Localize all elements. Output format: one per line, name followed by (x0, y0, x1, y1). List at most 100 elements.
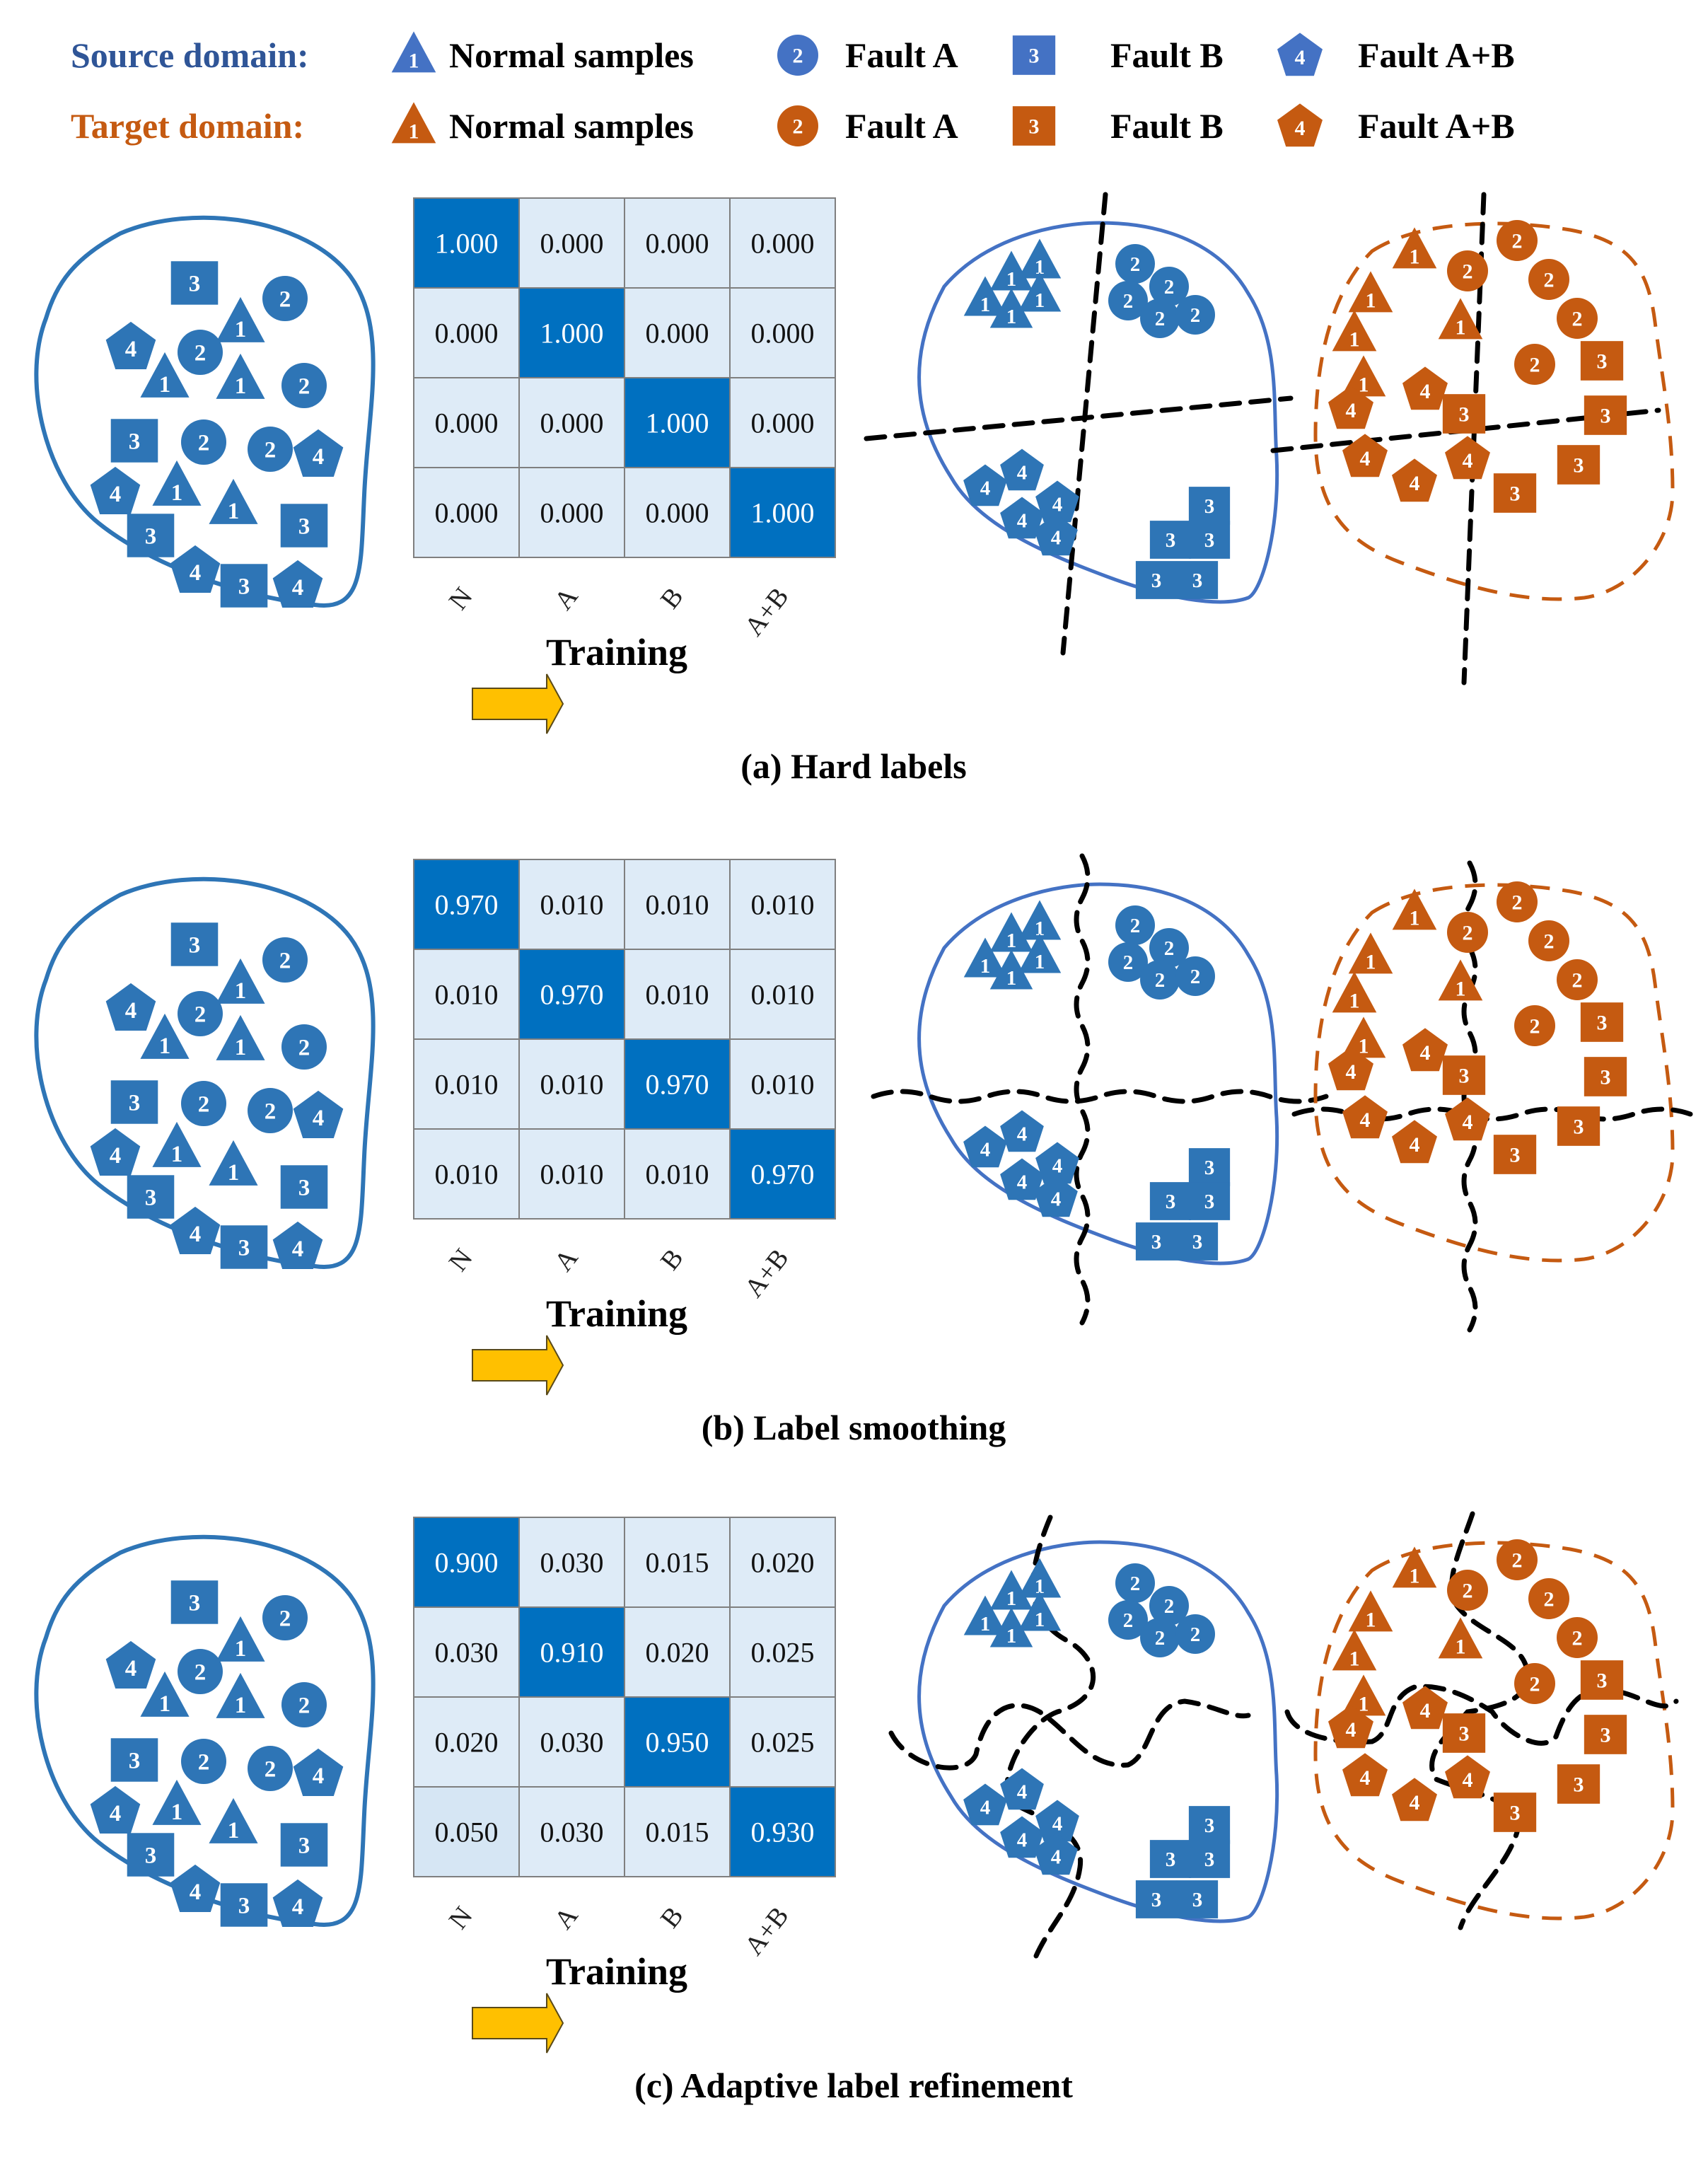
matrix-cell-value: 0.010 (540, 1069, 604, 1101)
pentagon-icon: 4 (1034, 1833, 1078, 1875)
svg-text:4: 4 (313, 444, 325, 470)
matrix-cell (413, 859, 520, 950)
svg-text:3: 3 (238, 1236, 250, 1261)
triangle-icon: 1 (1332, 310, 1377, 351)
square-icon: 3 (1188, 487, 1231, 525)
matrix-axis-label: A (549, 1243, 584, 1277)
feature-space-outline (1313, 1541, 1675, 1921)
svg-text:2: 2 (1190, 304, 1201, 327)
matrix-axis-label: B (655, 1244, 690, 1276)
square-icon: 3 (170, 922, 219, 966)
svg-text:4: 4 (1051, 1188, 1062, 1210)
svg-text:2: 2 (194, 341, 207, 366)
pentagon-icon: 4 (1328, 1047, 1373, 1091)
svg-text:4: 4 (1051, 1846, 1062, 1868)
matrix-cell (729, 1696, 836, 1788)
svg-text:1: 1 (980, 955, 991, 978)
matrix-cell-value: 0.000 (646, 318, 709, 349)
svg-text:4: 4 (1017, 1829, 1028, 1851)
decision-boundary (1461, 192, 1487, 685)
matrix-cell-value: 0.000 (751, 318, 815, 349)
triangle-icon: 1 (1018, 1591, 1062, 1631)
pentagon-icon: 4 (963, 464, 1007, 506)
circle-icon: 2 (1108, 1600, 1148, 1640)
circle-icon: 2 (248, 1088, 293, 1133)
circle-icon: 2 (777, 105, 818, 146)
matrix-cell (729, 949, 836, 1040)
circle-icon: 2 (1175, 956, 1215, 996)
matrix-cell (518, 949, 625, 1040)
svg-text:3: 3 (298, 1834, 310, 1859)
matrix-cell (518, 1786, 625, 1877)
circle-icon: 2 (1175, 1614, 1215, 1654)
triangle-icon: 1 (989, 912, 1033, 952)
decision-boundary (1060, 192, 1108, 656)
feature-space-outline (1313, 221, 1675, 601)
matrix-cell (624, 1128, 731, 1220)
svg-text:3: 3 (1459, 402, 1470, 426)
pentagon-icon: 4 (1445, 1097, 1490, 1141)
square-icon: 3 (1188, 1148, 1231, 1186)
svg-text:1: 1 (1006, 929, 1017, 952)
panel-caption: (c) Adaptive label refinement (634, 2066, 1073, 2105)
matrix-cell (413, 197, 520, 289)
pentagon-icon: 4 (105, 1640, 156, 1689)
svg-text:4: 4 (1360, 1108, 1371, 1132)
square-icon: 3 (1442, 1713, 1486, 1753)
circle-icon: 2 (1115, 905, 1155, 945)
svg-text:3: 3 (1192, 1889, 1203, 1911)
svg-text:4: 4 (1295, 117, 1306, 140)
matrix-cell-value: 0.000 (435, 497, 499, 529)
svg-text:1: 1 (409, 120, 419, 143)
matrix-cell-value: 0.050 (435, 1817, 499, 1848)
svg-text:3: 3 (1151, 569, 1162, 592)
matrix-cell (729, 859, 836, 950)
triangle-icon: 1 (216, 1616, 265, 1662)
triangle-icon: 1 (1341, 1674, 1386, 1715)
svg-text:2: 2 (265, 1099, 277, 1125)
matrix-axis-label: N (443, 1901, 479, 1935)
svg-text:4: 4 (1346, 1718, 1356, 1742)
pentagon-icon: 4 (1035, 1142, 1079, 1184)
matrix-cell-value: 0.020 (646, 1637, 709, 1669)
decision-boundary (1284, 1684, 1679, 1746)
svg-text:4: 4 (1017, 461, 1028, 484)
square-icon: 3 (1557, 1106, 1600, 1146)
triangle-icon: 1 (963, 937, 1007, 978)
triangle-icon: 1 (1018, 1558, 1062, 1598)
matrix-cell-value: 0.000 (751, 228, 815, 260)
square-icon: 3 (1493, 1793, 1537, 1832)
svg-text:3: 3 (1204, 1814, 1215, 1837)
triangle-icon: 1 (152, 1779, 202, 1825)
svg-text:1: 1 (409, 49, 419, 72)
square-icon: 3 (1580, 1660, 1624, 1700)
svg-text:3: 3 (1204, 529, 1215, 552)
square-icon: 3 (110, 1738, 158, 1782)
svg-text:3: 3 (1574, 1115, 1584, 1138)
circle-icon: 2 (262, 1595, 308, 1640)
svg-text:3: 3 (129, 1091, 141, 1116)
pentagon-icon: 4 (272, 560, 323, 608)
matrix-cell-value: 0.015 (646, 1817, 709, 1848)
triangle-icon: 1 (963, 1595, 1007, 1635)
svg-text:3: 3 (298, 1176, 310, 1201)
svg-text:2: 2 (194, 1002, 207, 1028)
triangle-icon: 1 (391, 31, 436, 72)
svg-text:2: 2 (279, 287, 291, 313)
circle-icon: 2 (1140, 1618, 1180, 1657)
pentagon-icon: 4 (1000, 497, 1044, 539)
circle-icon: 2 (1514, 1005, 1555, 1046)
pentagon-icon: 4 (170, 545, 221, 593)
circle-icon: 2 (178, 991, 223, 1036)
triangle-icon: 1 (963, 276, 1007, 316)
svg-text:1: 1 (1006, 1625, 1017, 1647)
arrow-right-icon (472, 1335, 564, 1396)
feature-space-outline (1313, 883, 1675, 1263)
svg-text:2: 2 (1512, 891, 1523, 914)
svg-text:1: 1 (1006, 268, 1017, 291)
square-icon: 3 (110, 419, 158, 463)
circle-icon: 2 (1447, 912, 1488, 953)
triangle-icon: 1 (1348, 932, 1393, 973)
